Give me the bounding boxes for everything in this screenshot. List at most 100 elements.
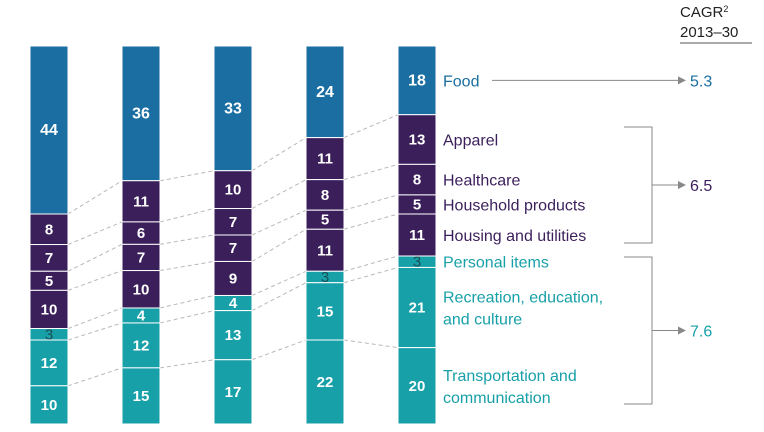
bar-value-label: 13	[409, 132, 426, 149]
bar-value-label: 10	[41, 397, 58, 414]
food-arrow-head	[678, 76, 686, 85]
bar-value-label: 5	[45, 273, 53, 290]
bracket-arrow-head	[678, 181, 686, 189]
bar-segment	[29, 289, 69, 330]
connector-line	[251, 209, 307, 236]
bar-value-label: 20	[409, 378, 426, 395]
connector-line	[159, 310, 215, 324]
bracket-arrow-head	[678, 326, 686, 335]
category-label: Personal items	[443, 255, 549, 272]
bar-value-label: 4	[137, 307, 146, 324]
bar-value-label: 10	[41, 301, 58, 318]
bar-value-label: 33	[224, 100, 242, 117]
bar-segment	[213, 208, 253, 236]
bars: 4487510312103611671041215331077941317241…	[29, 45, 437, 425]
bar-segment	[397, 213, 437, 257]
bar-value-label: 15	[317, 303, 334, 320]
bar-value-label: 3	[321, 269, 329, 286]
bar-segment	[305, 282, 345, 341]
bar-segment	[305, 137, 345, 181]
bar-segment	[213, 359, 253, 425]
connector-line	[251, 179, 307, 209]
bar-segment	[121, 180, 161, 223]
bar-segment	[29, 385, 69, 425]
bar-value-label: 11	[409, 227, 425, 244]
connector-line	[67, 322, 123, 341]
category-label: Housing and utilities	[443, 228, 586, 245]
bar-value-label: 5	[413, 196, 421, 213]
connector-line	[159, 260, 215, 272]
bar-value-label: 7	[45, 250, 53, 267]
connector-line	[251, 339, 307, 361]
bar-segment	[213, 260, 253, 296]
bar-value-label: 10	[133, 281, 150, 298]
connector-line	[67, 243, 123, 272]
bar-value-label: 9	[229, 270, 237, 287]
bar-value-label: 3	[45, 326, 53, 343]
bar-segment	[121, 367, 161, 425]
bar-value-label: 11	[317, 242, 333, 259]
bar-value-label: 36	[132, 105, 150, 122]
bar-value-label: 8	[45, 221, 53, 238]
connector-line	[251, 282, 307, 312]
group-bracket	[624, 126, 653, 244]
connector-lines	[67, 114, 399, 387]
bar-value-label: 18	[408, 72, 426, 89]
connector-line	[67, 180, 123, 215]
bar-segment	[29, 244, 69, 272]
connector-line	[67, 270, 123, 291]
bar-segment	[397, 347, 437, 425]
bar-value-label: 44	[40, 122, 58, 139]
connector-line	[343, 163, 399, 181]
bar-value-label: 7	[229, 240, 237, 257]
cagr-header-title: CAGR2	[680, 4, 728, 21]
bar-segment	[29, 339, 69, 387]
bar-value-label: 4	[229, 295, 238, 312]
cagr-value: 7.6	[690, 324, 712, 341]
bar-segment	[121, 270, 161, 309]
connector-line	[159, 170, 215, 182]
bar-segment	[213, 170, 253, 210]
bar-segment	[397, 163, 437, 196]
bar-value-label: 12	[41, 355, 58, 372]
category-label: Food	[443, 73, 479, 90]
bar-value-label: 24	[316, 84, 334, 101]
bar-value-label: 12	[133, 337, 150, 354]
cagr-column: CAGR2 2013–30 5.3 6.5 7.6	[492, 4, 752, 405]
connector-line	[343, 339, 399, 349]
category-label: Healthcare	[443, 173, 520, 190]
bar-segment	[305, 179, 345, 211]
bar-value-label: 11	[317, 151, 333, 168]
connector-line	[251, 270, 307, 296]
category-label: Transportation and communication	[443, 368, 577, 407]
bar-segment	[397, 114, 437, 165]
connector-line	[343, 213, 399, 230]
bar-value-label: 3	[413, 254, 421, 271]
connector-line	[251, 228, 307, 262]
bar-segment	[397, 266, 437, 349]
cagr-value: 6.5	[690, 178, 712, 195]
connector-line	[251, 137, 307, 172]
bar-segment	[121, 322, 161, 369]
cagr-value: 5.3	[690, 73, 712, 90]
bar-value-label: 17	[225, 384, 242, 401]
connector-line	[67, 367, 123, 387]
connector-line	[343, 255, 399, 272]
category-label: Household products	[443, 197, 585, 214]
bar-value-label: 6	[137, 225, 145, 242]
bar-value-label: 15	[133, 388, 150, 405]
connector-line	[159, 208, 215, 223]
cagr-header-years: 2013–30	[680, 24, 738, 41]
bar-value-label: 21	[409, 300, 426, 317]
group-bracket	[624, 256, 653, 405]
category-label: Apparel	[443, 133, 498, 150]
bar-value-label: 5	[321, 212, 329, 229]
bar-segment	[121, 45, 161, 182]
category-label: Recreation, education, and culture	[443, 290, 603, 329]
bar-value-label: 13	[225, 327, 242, 344]
bar-segment	[305, 339, 345, 425]
connector-line	[67, 307, 123, 330]
bar-value-label: 7	[137, 249, 145, 266]
connector-line	[159, 359, 215, 369]
connector-line	[67, 221, 123, 246]
